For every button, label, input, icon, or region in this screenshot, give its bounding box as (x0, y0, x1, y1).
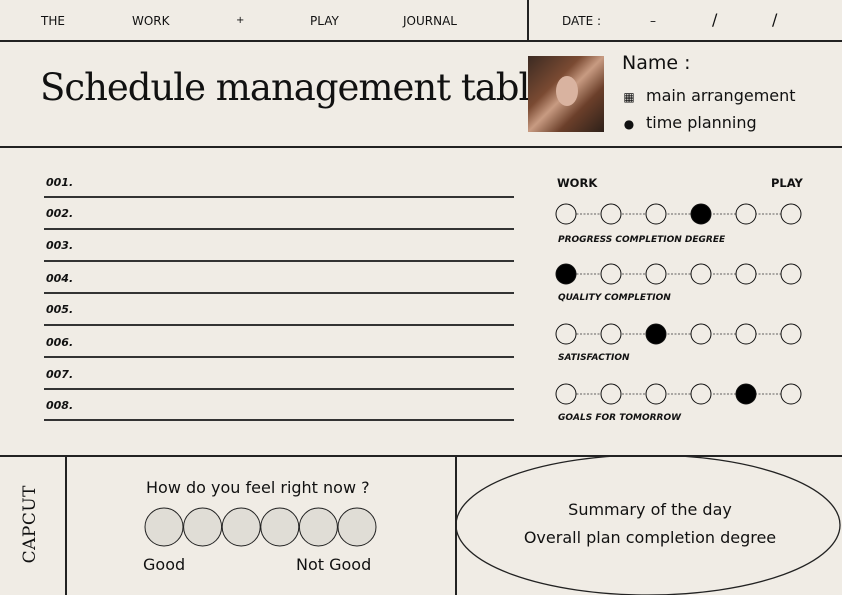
summary-title: Summary of the day (568, 500, 732, 519)
calendar-icon: ▦ (623, 90, 635, 104)
list-item-line[interactable] (44, 324, 514, 326)
list-item-line[interactable] (44, 356, 514, 358)
rating-option[interactable] (600, 203, 622, 225)
divider (0, 455, 842, 457)
feel-good-label: Good (143, 555, 186, 574)
list-item-line[interactable] (44, 292, 514, 294)
header-play: PLAY (310, 14, 339, 28)
divider (0, 40, 842, 42)
feel-option[interactable] (183, 507, 223, 547)
list-item-number: 007. (46, 368, 74, 381)
rating-option[interactable] (735, 263, 757, 285)
list-item-line[interactable] (44, 388, 514, 390)
list-item-line[interactable] (44, 419, 514, 421)
name-label: Name : (622, 52, 691, 74)
feel-question: How do you feel right now ? (146, 478, 370, 497)
main-arrangement-item: ▦ main arrangement (622, 86, 796, 105)
rating-option[interactable] (735, 383, 757, 405)
rating-option[interactable] (555, 203, 577, 225)
play-label: PLAY (771, 176, 803, 190)
rating-option[interactable] (780, 203, 802, 225)
date-label: DATE : (562, 14, 602, 28)
rating-option[interactable] (690, 203, 712, 225)
summary-subtitle: Overall plan completion degree (523, 528, 777, 547)
header-journal: JOURNAL (403, 14, 457, 28)
divider (527, 0, 529, 40)
list-item-number: 006. (46, 336, 74, 349)
list-item-number: 008. (46, 399, 74, 412)
feel-option[interactable] (298, 507, 338, 547)
date-separator[interactable]: / (772, 10, 778, 29)
rating-scales (555, 203, 802, 405)
time-planning-label: time planning (646, 113, 757, 132)
work-label: WORK (557, 176, 598, 190)
time-planning-item: ● time planning (622, 113, 757, 132)
rating-option[interactable] (600, 323, 622, 345)
main-arrangement-label: main arrangement (646, 86, 796, 105)
rating-option[interactable] (555, 383, 577, 405)
header-the: THE (41, 14, 65, 28)
rating-label: GOALS FOR TOMORROW (558, 413, 682, 423)
rating-option[interactable] (780, 323, 802, 345)
date-separator[interactable]: – (650, 14, 656, 28)
divider (0, 146, 842, 148)
page-title: Schedule management table (40, 66, 551, 109)
rating-option[interactable] (555, 263, 577, 285)
list-item-line[interactable] (44, 196, 514, 198)
profile-photo (528, 56, 604, 132)
feel-option[interactable] (337, 507, 377, 547)
rating-option[interactable] (645, 323, 667, 345)
summary-ellipse (455, 455, 841, 595)
rating-label: PROGRESS COMPLETION DEGREE (558, 235, 726, 245)
rating-option[interactable] (780, 383, 802, 405)
list-item-number: 003. (46, 239, 74, 252)
divider (65, 455, 67, 595)
feel-option[interactable] (221, 507, 261, 547)
list-item-line[interactable] (44, 260, 514, 262)
list-item-number: 005. (46, 303, 74, 316)
rating-option[interactable] (600, 263, 622, 285)
rating-option[interactable] (690, 383, 712, 405)
list-item-line[interactable] (44, 228, 514, 230)
rating-option[interactable] (555, 323, 577, 345)
header-plus: + (236, 15, 245, 26)
rating-label: SATISFACTION (558, 353, 630, 363)
rating-option[interactable] (645, 203, 667, 225)
rating-option[interactable] (735, 203, 757, 225)
list-item-number: 004. (46, 272, 74, 285)
date-separator[interactable]: / (712, 10, 718, 29)
rating-option[interactable] (645, 263, 667, 285)
feel-option[interactable] (144, 507, 184, 547)
clock-icon: ● (623, 117, 635, 131)
rating-option[interactable] (735, 323, 757, 345)
header-work: WORK (132, 14, 170, 28)
feel-option[interactable] (260, 507, 300, 547)
rating-option[interactable] (645, 383, 667, 405)
feel-not-good-label: Not Good (296, 555, 372, 574)
rating-label: QUALITY COMPLETION (558, 293, 671, 303)
rating-option[interactable] (690, 263, 712, 285)
rating-option[interactable] (600, 383, 622, 405)
rating-option[interactable] (780, 263, 802, 285)
list-item-number: 001. (46, 176, 74, 189)
list-item-number: 002. (46, 207, 74, 220)
feel-scale (144, 507, 377, 547)
rating-option[interactable] (690, 323, 712, 345)
